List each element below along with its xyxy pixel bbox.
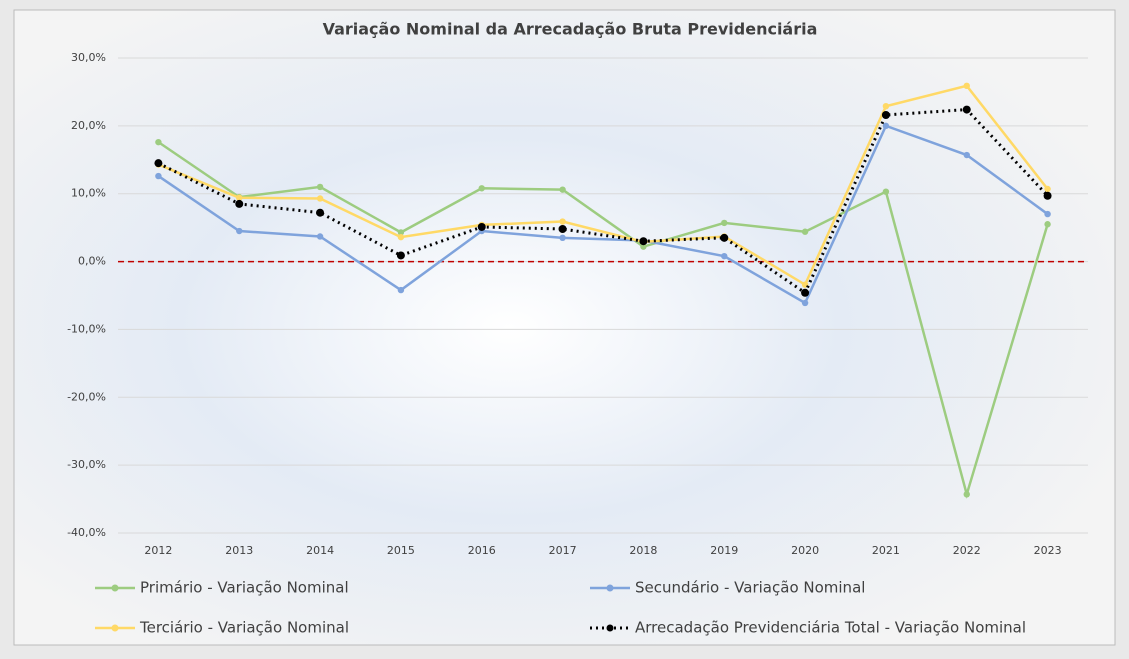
- x-tick-label: 2019: [710, 544, 738, 557]
- point: [963, 82, 970, 90]
- frame: [13, 9, 1116, 646]
- point: [801, 299, 809, 307]
- y-tick-label: -10,0%: [67, 322, 106, 335]
- series-line: [157, 124, 1049, 305]
- legend-marker: [111, 584, 119, 592]
- point: [397, 229, 405, 236]
- point: [397, 286, 405, 294]
- legend-marker: [111, 624, 119, 632]
- point: [721, 252, 728, 260]
- y-tick-label: -20,0%: [67, 390, 106, 403]
- series-line: [157, 84, 1049, 287]
- point: [881, 111, 890, 119]
- y-tick-label: 20,0%: [71, 119, 106, 132]
- point: [801, 288, 810, 297]
- point: [558, 225, 567, 233]
- point: [640, 243, 647, 250]
- point: [962, 105, 971, 114]
- point: [155, 138, 162, 146]
- x-tick-label: 2014: [306, 544, 334, 557]
- point: [236, 194, 243, 201]
- y-tick-label: 30,0%: [71, 51, 106, 64]
- point: [154, 159, 163, 168]
- point: [397, 233, 405, 241]
- point: [801, 228, 809, 235]
- point: [316, 233, 324, 240]
- point: [882, 122, 890, 130]
- x-tick-label: 2020: [791, 544, 819, 557]
- x-tick-label: 2018: [629, 544, 657, 557]
- point: [236, 227, 243, 235]
- point: [396, 251, 405, 260]
- legend-label: Secundário - Variação Nominal: [635, 579, 865, 597]
- point: [1044, 185, 1051, 193]
- point: [316, 195, 324, 202]
- legend-label: Primário - Variação Nominal: [140, 579, 349, 597]
- point: [720, 233, 729, 242]
- x-tick-label: 2017: [549, 544, 577, 557]
- y-tick-label: 0,0%: [78, 255, 106, 268]
- legend-label: Terciário - Variação Nominal: [139, 619, 349, 637]
- point: [1044, 221, 1051, 228]
- x-tick-label: 2022: [953, 544, 981, 557]
- point: [559, 218, 566, 225]
- x-tick-label: 2023: [1034, 544, 1062, 557]
- point: [559, 186, 566, 193]
- point: [882, 102, 890, 110]
- point: [1044, 210, 1051, 218]
- series-line: [157, 141, 1049, 499]
- point: [721, 219, 728, 227]
- point: [477, 222, 486, 231]
- point: [963, 151, 970, 159]
- y-tick-label: 10,0%: [71, 187, 106, 200]
- point: [1043, 191, 1052, 200]
- legend-label: Arrecadação Previdenciária Total - Varia…: [635, 619, 1026, 637]
- point: [316, 183, 324, 191]
- point: [559, 234, 566, 242]
- y-tick-label: -40,0%: [67, 526, 106, 539]
- y-tick-label: -30,0%: [67, 458, 106, 471]
- point: [155, 172, 162, 180]
- point: [882, 188, 890, 195]
- point: [478, 185, 485, 192]
- point: [639, 237, 648, 246]
- x-tick-label: 2015: [387, 544, 415, 557]
- x-tick-label: 2013: [225, 544, 253, 557]
- x-tick-label: 2016: [468, 544, 496, 557]
- point: [316, 208, 325, 217]
- point: [235, 199, 244, 208]
- x-tick-label: 2021: [872, 544, 900, 557]
- legend-marker: [606, 584, 614, 592]
- legend-marker: [606, 624, 614, 632]
- chart-title: Variação Nominal da Arrecadação Bruta Pr…: [323, 20, 818, 39]
- point: [963, 491, 970, 498]
- x-tick-label: 2012: [144, 544, 172, 557]
